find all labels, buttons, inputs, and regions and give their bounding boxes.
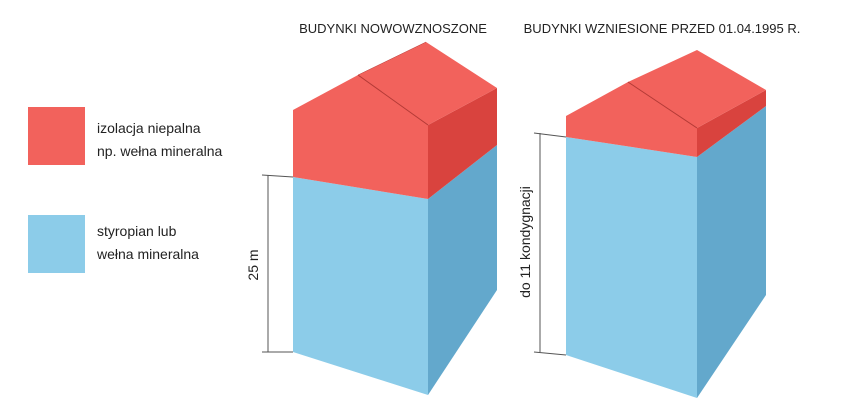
legend-text: styropian lub (97, 223, 177, 239)
dimension-line (261, 174, 294, 353)
legend-text: izolacja niepalna (97, 120, 201, 136)
building-title: BUDYNKI NOWOWZNOSZONE (299, 21, 487, 36)
legend-text: wełna mineralna (96, 246, 199, 262)
dimension-label: 25 m (245, 249, 261, 280)
legend-text: np. wełna mineralna (97, 143, 223, 159)
building (293, 41, 497, 395)
building (566, 50, 766, 398)
dimension-line (533, 132, 567, 356)
building-title: BUDYNKI WZNIESIONE PRZED 01.04.1995 R. (524, 21, 801, 36)
legend-swatch-blue (28, 215, 85, 273)
dimension-label: do 11 kondygnacji (517, 186, 533, 298)
legend-swatch-red (28, 107, 85, 165)
